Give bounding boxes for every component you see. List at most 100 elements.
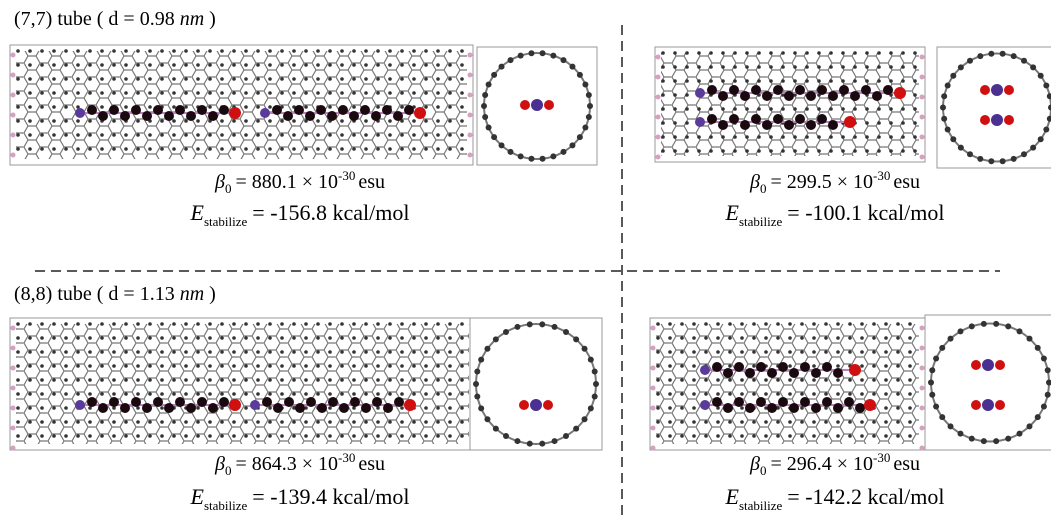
- carbon-atom: [28, 119, 32, 123]
- carbon-atom: [76, 336, 80, 340]
- carbon-atom: [692, 420, 696, 424]
- carbon-atom: [124, 364, 128, 368]
- carbon-atom: [829, 51, 833, 55]
- carbon-atom: [292, 378, 296, 382]
- carbon-atom: [376, 147, 380, 151]
- carbon-atom: [400, 406, 404, 410]
- carbon-atom: [232, 350, 236, 354]
- carbon-atom: [448, 420, 452, 424]
- carbon-atom: [100, 77, 104, 81]
- carbon-atom: [400, 378, 404, 382]
- molecule-atom: [872, 91, 882, 101]
- carbon-atom: [148, 378, 152, 382]
- carbon-atom: [172, 119, 176, 123]
- carbon-atom: [412, 322, 416, 326]
- carbon-atom: [184, 147, 188, 151]
- molecule-atom: [164, 111, 174, 121]
- carbon-atom: [184, 322, 188, 326]
- carbon-atom: [184, 420, 188, 424]
- ring-atom: [550, 153, 556, 159]
- carbon-atom: [52, 49, 56, 53]
- molecule-atom: [723, 403, 733, 413]
- carbon-atom: [853, 65, 857, 69]
- carbon-atom: [685, 107, 689, 111]
- carbon-atom: [793, 65, 797, 69]
- carbon-atom: [448, 392, 452, 396]
- carbon-atom: [376, 105, 380, 109]
- carbon-atom: [872, 378, 876, 382]
- oxygen-atom: [864, 399, 876, 411]
- carbon-atom: [656, 350, 660, 354]
- carbon-atom: [889, 135, 893, 139]
- carbon-atom: [400, 147, 404, 151]
- carbon-atom: [232, 49, 236, 53]
- carbon-atom: [721, 107, 725, 111]
- ring-atom: [1011, 156, 1017, 162]
- carbon-atom: [316, 119, 320, 123]
- carbon-atom: [860, 350, 864, 354]
- carbon-atom: [460, 77, 464, 81]
- carbon-atom: [884, 350, 888, 354]
- hydrogen-atom: [11, 326, 16, 331]
- carbon-atom: [757, 51, 761, 55]
- carbon-atom: [745, 135, 749, 139]
- carbon-atom: [124, 77, 128, 81]
- carbon-atom: [364, 91, 368, 95]
- carbon-atom: [769, 135, 773, 139]
- carbon-atom: [740, 350, 744, 354]
- carbon-atom: [877, 51, 881, 55]
- carbon-atom: [448, 336, 452, 340]
- carbon-atom: [424, 133, 428, 137]
- ring-atom: [514, 438, 520, 444]
- carbon-atom: [292, 91, 296, 95]
- carbon-atom: [745, 51, 749, 55]
- carbon-atom: [220, 77, 224, 81]
- carbon-atom: [896, 434, 900, 438]
- molecule-atom: [828, 120, 838, 130]
- carbon-atom: [136, 77, 140, 81]
- ring-atom: [563, 433, 569, 439]
- carbon-atom: [40, 378, 44, 382]
- carbon-atom: [16, 119, 20, 123]
- carbon-atom: [836, 420, 840, 424]
- carbon-atom: [112, 147, 116, 151]
- carbon-atom: [352, 322, 356, 326]
- molecule-atom: [784, 91, 794, 101]
- molecule-atom: [712, 397, 722, 407]
- carbon-atom: [908, 350, 912, 354]
- carbon-atom: [316, 364, 320, 368]
- molecule-atom: [197, 397, 207, 407]
- carbon-atom: [40, 420, 44, 424]
- carbon-atom: [424, 336, 428, 340]
- energy-value: Estabilize= -100.1 kcal/mol: [725, 200, 945, 229]
- carbon-atom: [232, 364, 236, 368]
- carbon-atom: [829, 79, 833, 83]
- carbon-atom: [268, 133, 272, 137]
- ring-atom: [588, 405, 594, 411]
- carbon-atom: [328, 91, 332, 95]
- ring-atom: [1005, 436, 1011, 442]
- carbon-atom: [112, 420, 116, 424]
- carbon-atom: [196, 63, 200, 67]
- carbon-atom: [196, 392, 200, 396]
- carbon-atom: [160, 77, 164, 81]
- molecule-atom: [294, 105, 304, 115]
- carbon-atom: [28, 406, 32, 410]
- carbon-atom: [364, 350, 368, 354]
- molecule-atom: [360, 105, 370, 115]
- ring-atom: [1035, 345, 1041, 351]
- molecule-atom: [839, 85, 849, 95]
- carbon-atom: [908, 406, 912, 410]
- carbon-atom: [268, 147, 272, 151]
- beta-subscript: 0: [225, 463, 232, 478]
- carbon-atom: [244, 105, 248, 109]
- carbon-atom: [824, 378, 828, 382]
- molecule-atom: [751, 85, 761, 95]
- carbon-atom: [656, 364, 660, 368]
- carbon-atom: [76, 49, 80, 53]
- carbon-atom: [424, 350, 428, 354]
- carbon-atom: [112, 77, 116, 81]
- carbon-atom: [812, 392, 816, 396]
- carbon-atom: [208, 91, 212, 95]
